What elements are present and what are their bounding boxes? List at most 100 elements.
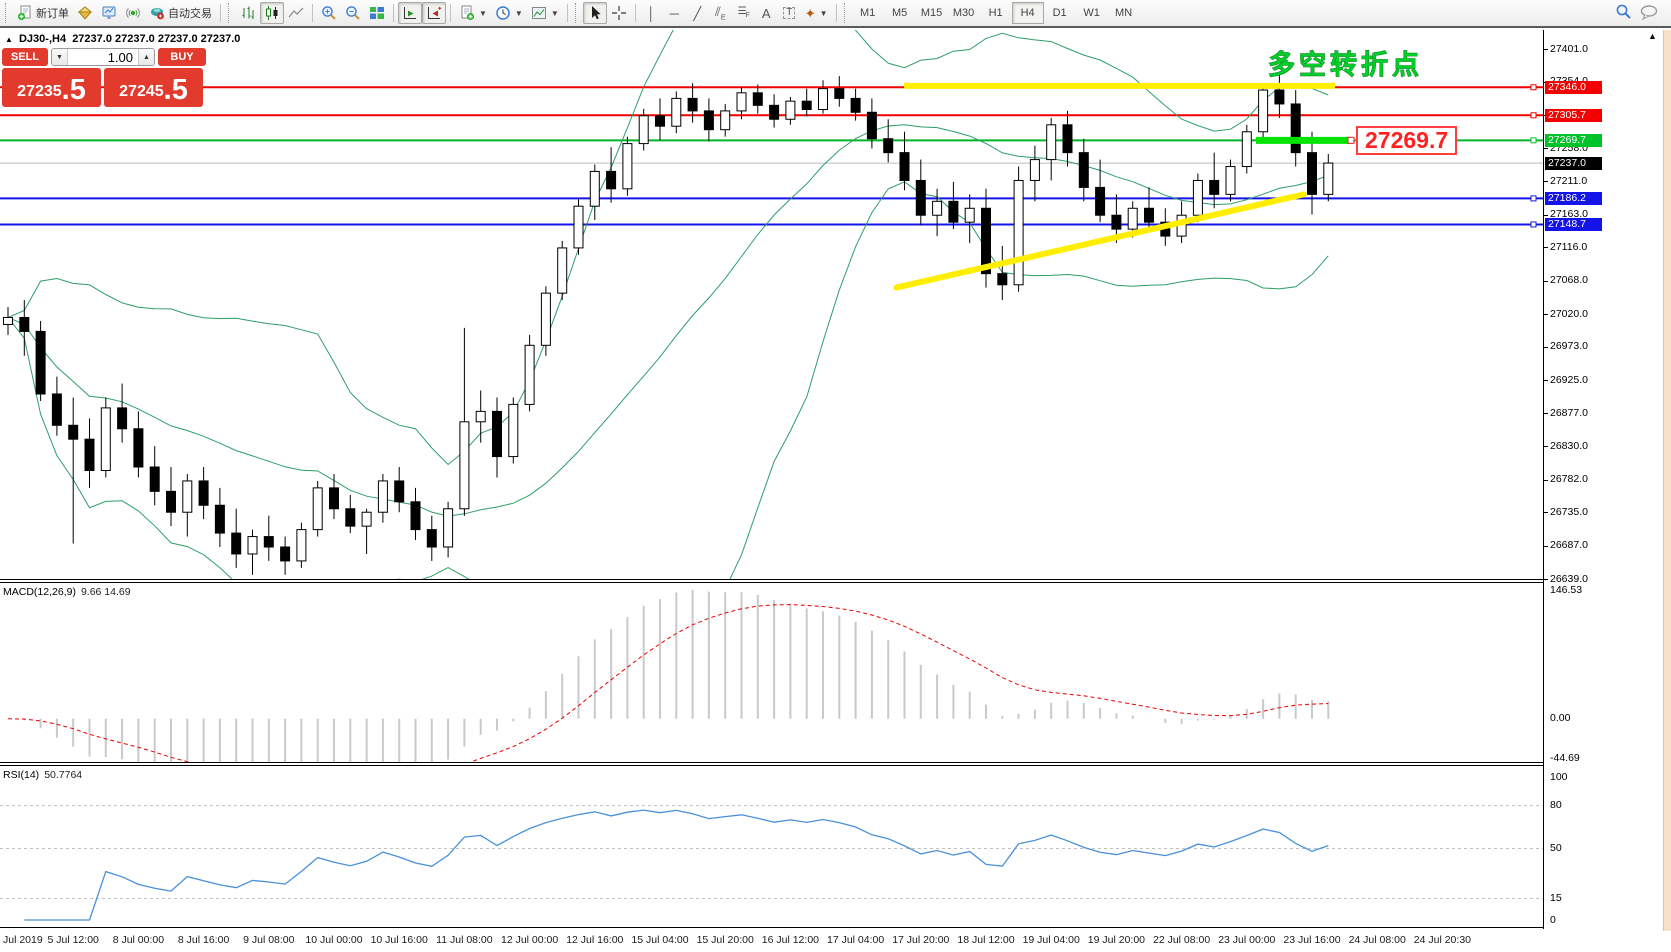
candle[interactable] xyxy=(671,97,682,127)
price-callout-label[interactable]: 27269.7 xyxy=(1356,126,1458,156)
cursor-button[interactable] xyxy=(582,2,607,24)
candle[interactable] xyxy=(1323,162,1334,195)
chart-shift-button[interactable] xyxy=(422,2,446,24)
arrows-button[interactable]: ✦ ▼ xyxy=(801,2,832,24)
candle[interactable] xyxy=(1225,166,1236,195)
candle[interactable] xyxy=(166,490,176,513)
candle[interactable] xyxy=(1241,131,1252,168)
timeframe-h1[interactable]: H1 xyxy=(988,7,1003,19)
timeframe-h4[interactable]: H4 xyxy=(1011,2,1044,24)
candle[interactable] xyxy=(1013,179,1024,286)
sell-button[interactable]: SELL xyxy=(2,48,48,66)
candle[interactable] xyxy=(557,247,568,294)
candle[interactable] xyxy=(508,403,519,458)
candle[interactable] xyxy=(492,410,502,458)
buy-button[interactable]: BUY xyxy=(158,48,206,66)
candle[interactable] xyxy=(149,466,160,492)
search-icon[interactable] xyxy=(1615,3,1632,23)
text-button[interactable]: A xyxy=(755,2,778,24)
candle[interactable] xyxy=(133,428,144,468)
candle[interactable] xyxy=(736,92,747,112)
timeframe-m30[interactable]: M30 xyxy=(952,7,975,19)
toolbar-grip[interactable] xyxy=(5,3,10,23)
candle[interactable] xyxy=(883,138,894,154)
candle[interactable] xyxy=(84,438,95,471)
timeframe-m5[interactable]: M5 xyxy=(891,7,908,19)
candle[interactable] xyxy=(622,143,633,190)
line-chart-button[interactable] xyxy=(284,2,308,24)
candle[interactable] xyxy=(540,292,551,346)
ohlc-bars-button[interactable] xyxy=(236,2,260,24)
pane-splitter[interactable] xyxy=(0,762,1671,766)
candle[interactable] xyxy=(866,111,877,140)
candle[interactable] xyxy=(117,407,128,430)
candle[interactable] xyxy=(997,273,1008,286)
candle[interactable] xyxy=(19,316,30,332)
candle[interactable] xyxy=(247,536,258,555)
candle[interactable] xyxy=(915,179,926,216)
text-label-button[interactable]: T xyxy=(778,2,801,24)
templates-button[interactable]: ▼ xyxy=(527,2,563,24)
candle[interactable] xyxy=(573,205,584,249)
candle[interactable] xyxy=(1144,207,1154,223)
turning-point-annotation[interactable]: 多空转折点 xyxy=(1268,49,1423,81)
vertical-line-button[interactable]: │ xyxy=(640,2,663,24)
candlesticks-button[interactable] xyxy=(260,2,284,24)
line-handle[interactable] xyxy=(1530,112,1537,119)
candle[interactable] xyxy=(3,316,13,325)
main-chart-canvas[interactable]: 多空转折点 xyxy=(0,30,1543,579)
candle[interactable] xyxy=(818,88,828,111)
candle[interactable] xyxy=(345,508,356,527)
candle[interactable] xyxy=(1192,179,1203,216)
rsi-pane-canvas[interactable] xyxy=(0,767,1543,927)
timeframe-d1[interactable]: D1 xyxy=(1052,7,1067,19)
candle[interactable] xyxy=(198,480,209,506)
candle[interactable] xyxy=(182,480,193,513)
candle[interactable] xyxy=(100,407,111,471)
toolbar-grip[interactable] xyxy=(843,3,849,23)
line-handle[interactable] xyxy=(1530,221,1537,228)
candle[interactable] xyxy=(68,424,79,440)
chat-icon[interactable] xyxy=(1640,4,1659,23)
scroll-up-icon[interactable]: ▲ xyxy=(1648,31,1657,41)
line-handle[interactable] xyxy=(1530,195,1537,202)
candle[interactable] xyxy=(1095,186,1106,216)
candle[interactable] xyxy=(964,207,975,223)
volume-increment-button[interactable]: ▲ xyxy=(139,49,154,65)
horizontal-line-button[interactable]: ─ xyxy=(663,2,686,24)
candle[interactable] xyxy=(720,110,731,131)
candle[interactable] xyxy=(35,330,46,395)
timeframe-mn[interactable]: MN xyxy=(1115,7,1133,19)
candle[interactable] xyxy=(1046,124,1057,161)
candle[interactable] xyxy=(589,170,600,207)
candle[interactable] xyxy=(475,410,486,423)
profiles-button[interactable] xyxy=(73,2,97,24)
market-watch-button[interactable] xyxy=(97,2,121,24)
crosshair-button[interactable] xyxy=(607,2,631,24)
time-axis[interactable]: Jul 2019 5 Jul 12:00 8 Jul 00:00 8 Jul 16:0… xyxy=(0,931,1671,952)
autotrading-button[interactable]: 自动交易 xyxy=(145,2,216,24)
candle[interactable] xyxy=(1307,152,1317,195)
candle[interactable] xyxy=(1274,89,1285,105)
candle[interactable] xyxy=(687,97,698,112)
candle[interactable] xyxy=(1062,124,1073,154)
auto-scroll-button[interactable] xyxy=(398,2,422,24)
candle[interactable] xyxy=(1029,159,1040,181)
timeframe-w1[interactable]: W1 xyxy=(1083,7,1100,19)
candle[interactable] xyxy=(638,115,649,145)
new-order-button[interactable]: 新订单 xyxy=(13,2,73,24)
candle[interactable] xyxy=(948,200,959,223)
pane-splitter[interactable] xyxy=(0,579,1671,583)
indicators-button[interactable]: ▼ xyxy=(455,2,491,24)
zoom-in-button[interactable] xyxy=(317,2,341,24)
candle[interactable] xyxy=(1078,152,1089,188)
vertical-scrollbar[interactable] xyxy=(1663,30,1671,952)
periods-button[interactable]: ▼ xyxy=(491,2,527,24)
candle[interactable] xyxy=(1127,207,1138,230)
trendline-button[interactable]: ╱ xyxy=(686,2,709,24)
buy-price-button[interactable]: 27245 .5 xyxy=(104,68,203,107)
volume-value[interactable]: 1.00 xyxy=(68,49,139,65)
candle[interactable] xyxy=(524,344,535,405)
candle[interactable] xyxy=(834,88,845,99)
candle[interactable] xyxy=(214,504,225,534)
